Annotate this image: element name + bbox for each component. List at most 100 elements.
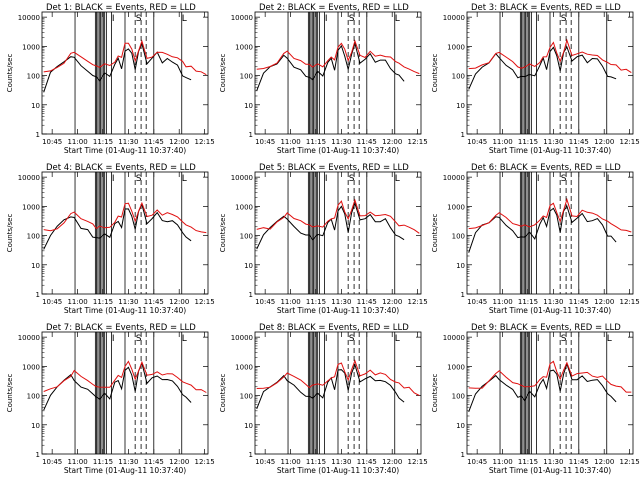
x-axis-label: Start Time (01-Aug-11 10:37:40) bbox=[64, 306, 186, 315]
x-tick-label: 10:45 bbox=[42, 138, 62, 146]
series-lld-line bbox=[468, 38, 632, 74]
marker-letter-i: I bbox=[537, 174, 540, 184]
y-axis-label: Counts/sec bbox=[431, 214, 439, 253]
x-tick-label: 11:15 bbox=[93, 138, 113, 146]
marker-letter-i: I bbox=[112, 334, 115, 344]
x-axis-label: Start Time (01-Aug-11 10:37:40) bbox=[64, 466, 186, 475]
x-tick-label: 11:45 bbox=[144, 298, 164, 306]
panel-title: Det 7: BLACK = Events, RED = LLD bbox=[46, 323, 196, 333]
x-tick-label: 11:00 bbox=[280, 458, 300, 466]
panel-title: Det 3: BLACK = Events, RED = LLD bbox=[471, 3, 621, 13]
x-tick-label: 11:30 bbox=[118, 138, 138, 146]
x-tick-label: 11:45 bbox=[144, 458, 164, 466]
x-axis-label: Start Time (01-Aug-11 10:37:40) bbox=[64, 146, 186, 155]
panel-title: Det 4: BLACK = Events, RED = LLD bbox=[46, 163, 196, 173]
y-tick-label: 10000 bbox=[443, 334, 465, 342]
x-tick-label: 11:00 bbox=[67, 458, 87, 466]
x-tick-label: 11:45 bbox=[569, 458, 589, 466]
x-tick-label: 11:30 bbox=[331, 298, 351, 306]
marker-letter-i: I bbox=[325, 334, 328, 344]
x-axis-label: Start Time (01-Aug-11 10:37:40) bbox=[489, 466, 611, 475]
y-tick-label: 100 bbox=[27, 233, 40, 241]
y-axis-label: Counts/sec bbox=[6, 54, 14, 93]
y-axis-label: Counts/sec bbox=[219, 374, 227, 413]
y-axis-label: Counts/sec bbox=[219, 54, 227, 93]
x-tick-label: 10:45 bbox=[255, 458, 275, 466]
marker-letter-i: I bbox=[537, 14, 540, 24]
y-tick-label: 10000 bbox=[443, 174, 465, 182]
x-tick-label: 10:45 bbox=[467, 458, 487, 466]
y-tick-label: 1 bbox=[36, 291, 40, 299]
panel-title: Det 9: BLACK = Events, RED = LLD bbox=[471, 323, 621, 333]
y-axis-label: Counts/sec bbox=[6, 374, 14, 413]
panel-det-3: Det 3: BLACK = Events, RED = LLD 1 10 100 10… bbox=[431, 3, 640, 155]
series-events-line bbox=[43, 361, 192, 411]
x-tick-label: 12:15 bbox=[195, 458, 215, 466]
panel-det-7: Det 7: BLACK = Events, RED = LLD 1 10 100 10… bbox=[6, 323, 215, 475]
y-axis-label: Counts/sec bbox=[6, 214, 14, 253]
y-tick-label: 10 bbox=[244, 102, 253, 110]
y-tick-label: 1000 bbox=[235, 203, 253, 211]
panel-det-9: Det 9: BLACK = Events, RED = LLD 1 10 100 10… bbox=[431, 323, 640, 475]
marker-letter-l: L bbox=[395, 14, 400, 24]
series-lld-line bbox=[43, 39, 207, 76]
marker-letter-s: S bbox=[136, 334, 142, 344]
x-tick-label: 11:45 bbox=[144, 138, 164, 146]
y-tick-label: 1000 bbox=[447, 43, 465, 51]
marker-letter-l: L bbox=[395, 174, 400, 184]
y-tick-label: 10 bbox=[244, 262, 253, 270]
series-events-line bbox=[468, 204, 617, 253]
series-events-line bbox=[256, 363, 405, 410]
x-tick-label: 12:00 bbox=[382, 138, 402, 146]
panel-det-5: Det 5: BLACK = Events, RED = LLD 1 10 100 10… bbox=[219, 163, 428, 315]
x-tick-label: 12:15 bbox=[620, 138, 640, 146]
y-tick-label: 100 bbox=[452, 73, 465, 81]
marker-letter-s: S bbox=[561, 174, 567, 184]
y-axis-label: Counts/sec bbox=[431, 54, 439, 93]
x-tick-label: 12:00 bbox=[594, 458, 614, 466]
x-axis-label: Start Time (01-Aug-11 10:37:40) bbox=[277, 146, 399, 155]
x-tick-label: 10:45 bbox=[42, 458, 62, 466]
y-tick-label: 100 bbox=[240, 73, 253, 81]
panel-det-6: Det 6: BLACK = Events, RED = LLD 1 10 100 10… bbox=[431, 163, 640, 315]
x-tick-label: 12:00 bbox=[382, 298, 402, 306]
panel-title: Det 2: BLACK = Events, RED = LLD bbox=[259, 3, 409, 13]
y-tick-label: 1000 bbox=[235, 43, 253, 51]
x-tick-label: 11:30 bbox=[331, 138, 351, 146]
x-tick-label: 11:15 bbox=[306, 298, 326, 306]
panel-det-4: Det 4: BLACK = Events, RED = LLD 1 10 100 10… bbox=[6, 163, 215, 315]
marker-letter-i: I bbox=[325, 14, 328, 24]
marker-letter-i: I bbox=[537, 334, 540, 344]
series-lld-line bbox=[468, 360, 632, 393]
marker-letter-s: S bbox=[561, 334, 567, 344]
y-tick-label: 10 bbox=[456, 422, 465, 430]
panel-det-8: Det 8: BLACK = Events, RED = LLD 1 10 100 10… bbox=[219, 323, 428, 475]
y-tick-label: 1 bbox=[461, 131, 465, 139]
series-lld-line bbox=[256, 359, 420, 396]
x-tick-label: 11:00 bbox=[280, 138, 300, 146]
marker-letter-l: L bbox=[607, 334, 612, 344]
x-tick-label: 11:00 bbox=[492, 298, 512, 306]
y-tick-label: 10 bbox=[31, 422, 40, 430]
x-tick-label: 12:15 bbox=[620, 458, 640, 466]
marker-letter-l: L bbox=[182, 14, 187, 24]
series-lld-line bbox=[256, 39, 420, 75]
x-axis-label: Start Time (01-Aug-11 10:37:40) bbox=[489, 146, 611, 155]
x-tick-label: 10:45 bbox=[42, 298, 62, 306]
y-tick-label: 10000 bbox=[18, 14, 40, 22]
y-tick-label: 10 bbox=[244, 422, 253, 430]
marker-letter-l: L bbox=[607, 14, 612, 24]
x-tick-label: 12:15 bbox=[195, 138, 215, 146]
y-tick-label: 10 bbox=[31, 102, 40, 110]
x-tick-label: 12:00 bbox=[169, 298, 189, 306]
y-tick-label: 1 bbox=[249, 451, 253, 459]
x-tick-label: 11:30 bbox=[543, 458, 563, 466]
y-tick-label: 10000 bbox=[18, 334, 40, 342]
x-tick-label: 11:30 bbox=[118, 298, 138, 306]
y-tick-label: 10 bbox=[456, 262, 465, 270]
y-tick-label: 1000 bbox=[447, 363, 465, 371]
marker-letter-s: S bbox=[136, 14, 142, 24]
y-tick-label: 10000 bbox=[443, 14, 465, 22]
y-tick-label: 100 bbox=[240, 393, 253, 401]
